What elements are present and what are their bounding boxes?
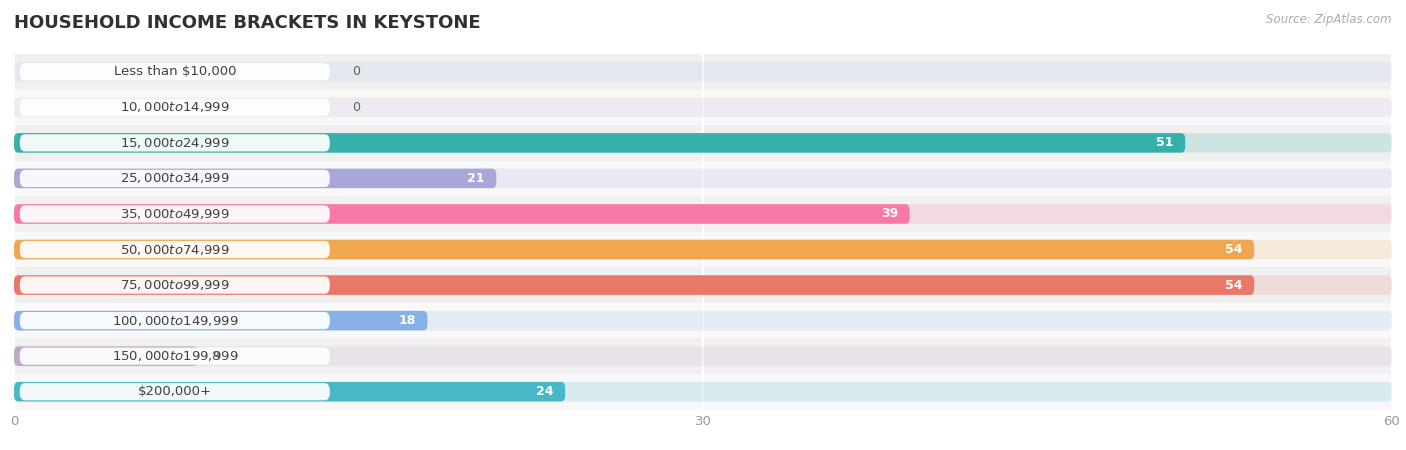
Bar: [14, 267, 1392, 303]
FancyBboxPatch shape: [20, 241, 330, 258]
Bar: [14, 338, 1392, 374]
FancyBboxPatch shape: [14, 204, 1392, 224]
FancyBboxPatch shape: [14, 275, 1392, 295]
FancyBboxPatch shape: [14, 98, 1392, 117]
FancyBboxPatch shape: [14, 204, 910, 224]
Text: $200,000+: $200,000+: [138, 385, 212, 398]
FancyBboxPatch shape: [14, 382, 565, 401]
FancyBboxPatch shape: [20, 170, 330, 187]
Text: 8: 8: [211, 350, 219, 363]
Text: 54: 54: [1225, 243, 1243, 256]
Bar: [14, 161, 1392, 196]
FancyBboxPatch shape: [20, 63, 330, 81]
Text: 54: 54: [1225, 279, 1243, 292]
Bar: [14, 196, 1392, 232]
Bar: [14, 232, 1392, 267]
Text: 0: 0: [352, 101, 360, 114]
Text: 0: 0: [352, 65, 360, 78]
Bar: [14, 54, 1392, 90]
Text: 51: 51: [1156, 136, 1174, 149]
FancyBboxPatch shape: [20, 99, 330, 116]
FancyBboxPatch shape: [14, 275, 1254, 295]
FancyBboxPatch shape: [14, 382, 1392, 401]
Text: $35,000 to $49,999: $35,000 to $49,999: [120, 207, 229, 221]
Text: $150,000 to $199,999: $150,000 to $199,999: [111, 349, 238, 363]
FancyBboxPatch shape: [20, 205, 330, 223]
Text: Source: ZipAtlas.com: Source: ZipAtlas.com: [1267, 14, 1392, 27]
FancyBboxPatch shape: [20, 312, 330, 329]
FancyBboxPatch shape: [14, 133, 1185, 153]
Text: $100,000 to $149,999: $100,000 to $149,999: [111, 314, 238, 328]
FancyBboxPatch shape: [14, 169, 496, 188]
Text: 18: 18: [398, 314, 416, 327]
FancyBboxPatch shape: [14, 311, 1392, 330]
Text: $15,000 to $24,999: $15,000 to $24,999: [120, 136, 229, 150]
FancyBboxPatch shape: [14, 346, 1392, 366]
Bar: [14, 374, 1392, 410]
Bar: [14, 303, 1392, 338]
FancyBboxPatch shape: [14, 240, 1392, 259]
Bar: [14, 90, 1392, 125]
FancyBboxPatch shape: [20, 134, 330, 152]
Bar: [14, 125, 1392, 161]
FancyBboxPatch shape: [20, 383, 330, 400]
FancyBboxPatch shape: [14, 62, 1392, 81]
FancyBboxPatch shape: [14, 240, 1254, 259]
Text: HOUSEHOLD INCOME BRACKETS IN KEYSTONE: HOUSEHOLD INCOME BRACKETS IN KEYSTONE: [14, 14, 481, 32]
FancyBboxPatch shape: [14, 346, 198, 366]
FancyBboxPatch shape: [14, 311, 427, 330]
FancyBboxPatch shape: [14, 133, 1392, 153]
FancyBboxPatch shape: [20, 276, 330, 294]
Text: $75,000 to $99,999: $75,000 to $99,999: [120, 278, 229, 292]
Text: Less than $10,000: Less than $10,000: [114, 65, 236, 78]
FancyBboxPatch shape: [20, 347, 330, 365]
Text: $10,000 to $14,999: $10,000 to $14,999: [120, 100, 229, 114]
FancyBboxPatch shape: [14, 169, 1392, 188]
Text: $50,000 to $74,999: $50,000 to $74,999: [120, 243, 229, 256]
Text: 21: 21: [467, 172, 485, 185]
Text: 39: 39: [882, 207, 898, 220]
Text: $25,000 to $34,999: $25,000 to $34,999: [120, 171, 229, 185]
Text: 24: 24: [536, 385, 554, 398]
